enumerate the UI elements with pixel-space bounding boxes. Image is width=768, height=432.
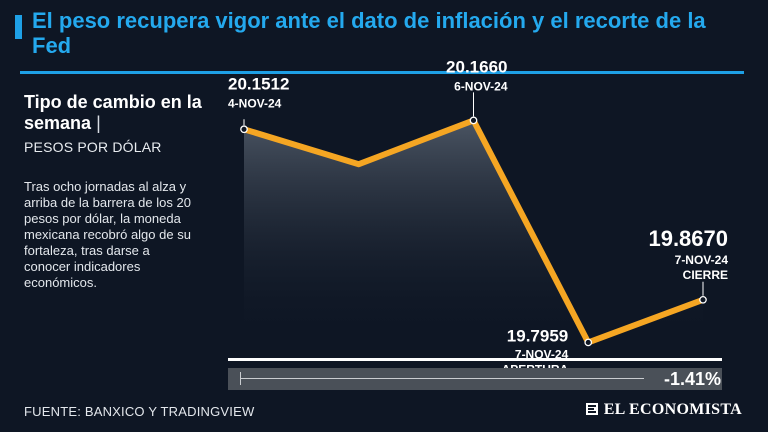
- date-label: 7-NOV-24: [515, 347, 569, 361]
- change-value: -1.41%: [663, 369, 721, 389]
- unit-label: PESOS POR DÓLAR: [24, 139, 162, 155]
- chart-title: Tipo de cambio en la semana: [24, 92, 202, 133]
- change-divider: [228, 358, 722, 361]
- value-label: 20.1660: [446, 57, 507, 76]
- brand-logo: EL ECONOMISTA: [585, 401, 742, 419]
- date-label: 6-NOV-24: [454, 79, 508, 93]
- change-bar-track: [240, 378, 644, 379]
- value-label: 19.7959: [507, 326, 568, 345]
- date-label: 7-NOV-24: [675, 253, 729, 267]
- date-label: 4-NOV-24: [228, 96, 282, 110]
- brand-name: EL ECONOMISTA: [603, 401, 742, 418]
- chart-title-separator: |: [96, 113, 101, 133]
- data-point-marker: [240, 125, 248, 134]
- area-fill: [244, 120, 703, 343]
- data-point-marker: [584, 338, 593, 347]
- data-point-marker: [699, 295, 707, 304]
- header-divider: [20, 71, 744, 74]
- change-bar: [228, 368, 722, 390]
- logo-icon: [585, 403, 598, 415]
- data-point-marker: [469, 116, 478, 125]
- value-label: 20.1512: [228, 74, 289, 93]
- headline-accent-bar: [15, 15, 22, 39]
- description-text: Tras ocho jornadas al alza y arriba de l…: [24, 179, 191, 290]
- chart-title-block: Tipo de cambio en la semana |: [24, 92, 224, 134]
- source-note: FUENTE: BANXICO Y TRADINGVIEW: [24, 404, 255, 419]
- point-note-label: CIERRE: [683, 268, 728, 282]
- headline: El peso recupera vigor ante el dato de i…: [32, 8, 706, 58]
- value-label: 19.8670: [648, 226, 728, 251]
